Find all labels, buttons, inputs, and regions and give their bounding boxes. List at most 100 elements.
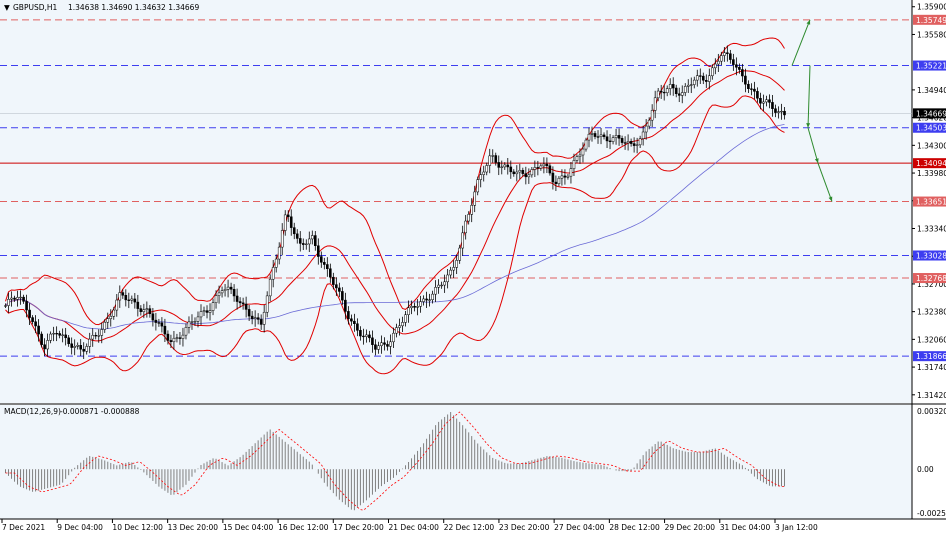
candle-body bbox=[362, 335, 365, 338]
candle-body bbox=[774, 108, 777, 113]
candle-body bbox=[178, 337, 182, 339]
candle-body bbox=[738, 67, 741, 70]
candle-body bbox=[259, 319, 263, 325]
candle-body bbox=[28, 309, 31, 318]
projection-arrow bbox=[807, 127, 819, 164]
candle-body bbox=[286, 214, 290, 218]
macd-title: MACD(12,26,9) bbox=[4, 407, 61, 416]
candle-body bbox=[320, 256, 323, 263]
candle-body bbox=[765, 99, 768, 103]
candle-body bbox=[145, 308, 149, 310]
price-tick-label: 1.32060 bbox=[917, 335, 946, 344]
candle-body bbox=[253, 317, 257, 319]
candle-body bbox=[584, 139, 588, 150]
macd-signal-line bbox=[5, 411, 785, 511]
candle-body bbox=[67, 337, 70, 345]
candle-body bbox=[566, 175, 570, 178]
candle-body bbox=[491, 155, 495, 157]
macd-tick-label: 0.00 bbox=[917, 465, 934, 474]
candle-body bbox=[677, 93, 681, 96]
candle-body bbox=[632, 143, 636, 146]
projection-arrow bbox=[807, 65, 811, 128]
candle-body bbox=[437, 284, 440, 288]
candle-body bbox=[193, 321, 197, 323]
level-tag-label: 1.34094 bbox=[916, 159, 946, 168]
candle-body bbox=[250, 315, 254, 319]
candle-body bbox=[235, 295, 239, 302]
candle-body bbox=[268, 278, 272, 297]
candle-body bbox=[166, 333, 170, 341]
candle-body bbox=[350, 318, 353, 322]
candle-body bbox=[461, 232, 464, 249]
candle-body bbox=[25, 301, 28, 311]
candle-body bbox=[344, 299, 347, 312]
candle-body bbox=[295, 233, 299, 239]
price-tick-label: 1.35900 bbox=[917, 3, 946, 12]
projection-arrowhead bbox=[806, 123, 811, 128]
candle-body bbox=[151, 313, 155, 321]
candle-body bbox=[587, 133, 591, 141]
candle-body bbox=[485, 165, 489, 173]
time-tick-label: 22 Dec 12:00 bbox=[444, 523, 495, 532]
candle-body bbox=[692, 79, 696, 85]
candle-body bbox=[353, 320, 356, 324]
candle-body bbox=[599, 134, 603, 137]
bollinger-lower-line bbox=[5, 95, 785, 375]
candle-body bbox=[241, 302, 245, 305]
candle-body bbox=[623, 142, 627, 144]
candle-body bbox=[488, 155, 492, 166]
candle-body bbox=[753, 88, 756, 92]
candle-body bbox=[7, 299, 10, 306]
candle-body bbox=[726, 52, 729, 54]
candle-body bbox=[768, 99, 771, 103]
candle-body bbox=[398, 325, 401, 328]
candle-body bbox=[49, 333, 52, 341]
moving-average-line bbox=[5, 124, 785, 330]
candle-body bbox=[22, 296, 25, 302]
candle-body bbox=[419, 301, 422, 307]
candle-body bbox=[40, 333, 43, 345]
candle-body bbox=[542, 163, 546, 167]
candle-body bbox=[674, 87, 678, 94]
macd-panel[interactable] bbox=[0, 405, 912, 519]
candle-body bbox=[247, 309, 251, 317]
candle-body bbox=[82, 348, 86, 352]
time-tick-label: 17 Dec 20:00 bbox=[333, 523, 384, 532]
candle-body bbox=[115, 299, 119, 311]
candle-body bbox=[711, 67, 714, 77]
header-arrow[interactable]: ▼ bbox=[4, 3, 10, 12]
candle-body bbox=[190, 321, 194, 323]
candle-body bbox=[52, 333, 55, 335]
candle-body bbox=[608, 140, 612, 142]
candle-body bbox=[338, 287, 341, 292]
candle-body bbox=[771, 102, 774, 109]
candle-body bbox=[458, 247, 461, 261]
candle-body bbox=[533, 167, 537, 170]
candle-body bbox=[644, 125, 648, 133]
candle-body bbox=[620, 138, 624, 143]
level-tag bbox=[913, 158, 946, 169]
candle-body bbox=[668, 84, 672, 89]
candle-body bbox=[34, 321, 37, 327]
candle-body bbox=[590, 133, 594, 135]
projection-arrow bbox=[817, 163, 833, 202]
candle-body bbox=[512, 171, 516, 175]
candle-body bbox=[683, 86, 687, 93]
candle-body bbox=[301, 243, 305, 245]
price-tick-label: 1.35580 bbox=[917, 30, 946, 39]
candle-body bbox=[735, 64, 738, 68]
candle-body bbox=[443, 281, 446, 286]
candle-body bbox=[326, 264, 329, 269]
candle-body bbox=[617, 135, 621, 139]
level-tag-label: 1.34503 bbox=[916, 124, 946, 133]
candle-body bbox=[58, 333, 61, 336]
candle-body bbox=[208, 310, 212, 313]
candle-body bbox=[365, 334, 368, 337]
candle-body bbox=[196, 316, 200, 322]
candle-body bbox=[31, 317, 34, 322]
candle-body bbox=[43, 344, 46, 350]
time-tick-label: 9 Dec 04:00 bbox=[57, 523, 103, 532]
candle-body bbox=[759, 98, 762, 104]
